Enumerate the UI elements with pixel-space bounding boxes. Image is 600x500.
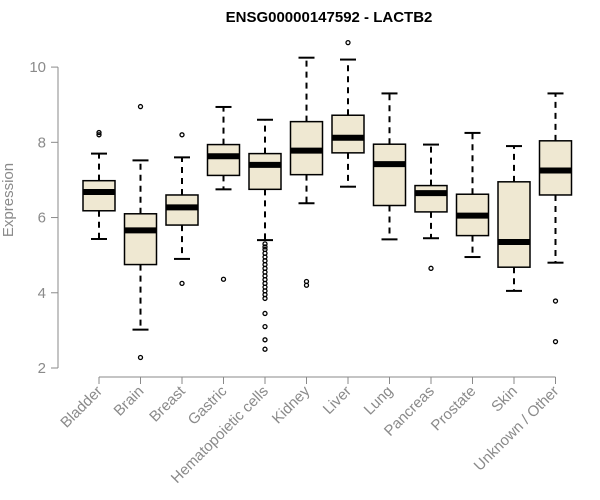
iqr-box bbox=[248, 152, 282, 191]
x-tick-label: Kidney bbox=[269, 382, 314, 427]
outlier-point bbox=[262, 323, 268, 330]
outlier-point bbox=[179, 132, 185, 138]
y-axis: 2 4 6 8 10 bbox=[29, 59, 59, 377]
outlier-point bbox=[262, 241, 268, 247]
outlier-point bbox=[262, 310, 268, 317]
x-tick-label: Lung bbox=[361, 383, 397, 419]
outlier-point bbox=[137, 354, 144, 361]
y-tick-label: 2 bbox=[38, 360, 46, 377]
iqr-box bbox=[82, 179, 116, 212]
boxes-group bbox=[82, 39, 573, 361]
chart-title: ENSG00000147592 - LACTB2 bbox=[226, 9, 433, 26]
x-tick-label: Brain bbox=[111, 383, 148, 420]
y-tick-label: 10 bbox=[29, 59, 46, 76]
box-skin bbox=[497, 145, 531, 292]
outlier-point bbox=[262, 346, 268, 352]
y-tick-label: 4 bbox=[38, 285, 46, 302]
outlier-point bbox=[137, 103, 144, 110]
outlier-point bbox=[552, 339, 559, 345]
outlier-point bbox=[179, 280, 185, 287]
box-unknown-other bbox=[538, 92, 573, 345]
y-tick-label: 8 bbox=[38, 134, 46, 151]
box-kidney bbox=[289, 56, 324, 288]
x-tick-label: Bladder bbox=[57, 383, 106, 432]
iqr-box bbox=[372, 143, 407, 207]
box-pancreas bbox=[414, 143, 448, 271]
x-tick-label: Skin bbox=[488, 383, 521, 416]
y-tick-label: 6 bbox=[38, 210, 46, 227]
box-liver bbox=[331, 39, 365, 188]
outlier-point bbox=[303, 282, 310, 288]
box-brain bbox=[123, 103, 158, 361]
iqr-box bbox=[206, 143, 241, 177]
box-prostate bbox=[455, 131, 490, 259]
iqr-box bbox=[331, 114, 365, 154]
box-gastric bbox=[206, 105, 241, 282]
iqr-box bbox=[123, 213, 158, 266]
iqr-box bbox=[414, 184, 448, 213]
box-lung bbox=[372, 92, 407, 241]
x-tick-label: Breast bbox=[146, 382, 189, 425]
outlier-point bbox=[345, 39, 351, 46]
x-tick-label: Liver bbox=[320, 383, 355, 418]
box-bladder bbox=[82, 129, 116, 240]
outlier-point bbox=[96, 132, 102, 138]
outlier-point bbox=[262, 244, 268, 250]
outlier-point bbox=[552, 298, 559, 304]
iqr-box bbox=[497, 181, 531, 268]
outlier-point bbox=[428, 265, 434, 271]
box-hematopoietic-cells bbox=[248, 118, 282, 352]
y-axis-label: Expression bbox=[0, 163, 17, 237]
outlier-point bbox=[262, 295, 268, 302]
box-breast bbox=[165, 132, 199, 287]
outlier-point bbox=[96, 129, 102, 136]
outlier-point bbox=[262, 337, 268, 343]
outlier-point bbox=[220, 276, 227, 282]
x-tick-label: Prostate bbox=[428, 383, 480, 435]
